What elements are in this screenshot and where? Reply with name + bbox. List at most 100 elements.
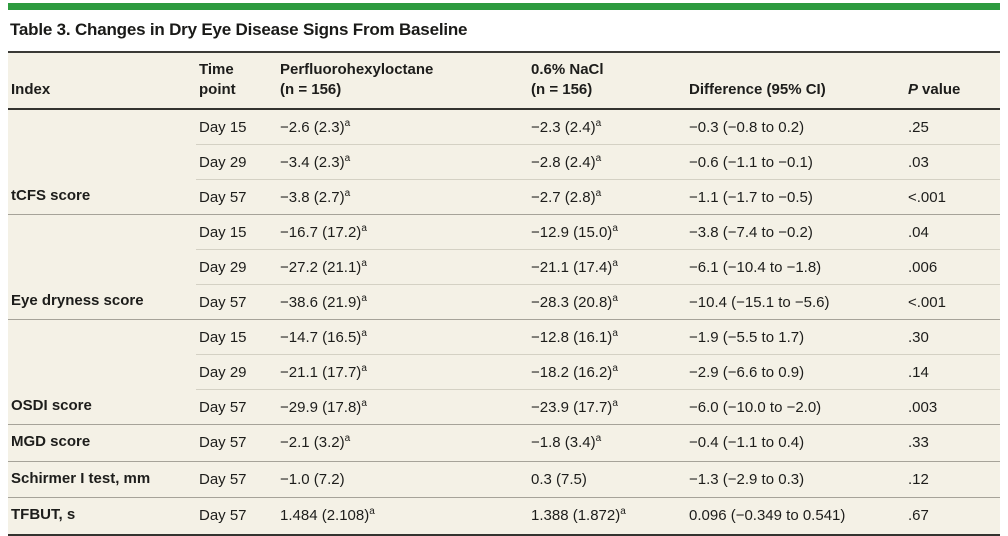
row-index-label: OSDI score [8, 319, 196, 425]
footnote-marker: a [361, 362, 367, 374]
footnote-marker: a [595, 117, 602, 129]
footnote-marker: a [361, 292, 367, 304]
time-point-cell: Day 15 [196, 214, 277, 250]
difference-cell: −2.9 (−6.6 to 0.9) [686, 354, 905, 390]
row-index-label: MGD score [8, 424, 196, 461]
time-point-cell: Day 57 [196, 424, 277, 461]
difference-cell: −10.4 (−15.1 to −5.6) [686, 284, 905, 320]
pfho-value-cell: −2.6 (2.3)a [280, 117, 351, 136]
table-row: tCFS score Day 15 −2.6 (2.3)a −2.3 (2.4)a −0… [8, 109, 1000, 204]
p-value-cell: .03 [905, 144, 1000, 180]
footnote-marker: a [344, 433, 351, 445]
nacl-value-cell: −28.3 (20.8)a [528, 284, 686, 320]
pfho-value-cell: −16.7 (17.2)a [277, 214, 528, 250]
col-header-index: Index [8, 53, 196, 110]
table-header: Index Time point Perfluorohexyloctane (n… [8, 53, 1000, 110]
col-header-nacl: 0.6% NaCl (n = 156) [528, 53, 686, 110]
accent-bar [8, 3, 1000, 10]
time-point-cell: Day 57 [196, 497, 277, 536]
table-row: Day 29 −27.2 (21.1)a −21.1 (17.4)a −6.1 (−1… [8, 249, 1000, 285]
difference-cell: −6.1 (−10.4 to −1.8) [686, 249, 905, 285]
table-row: Day 57 −38.6 (21.9)a −28.3 (20.8)a −10.4 (−… [8, 284, 1000, 320]
nacl-value-cell: −2.8 (2.4)a [528, 144, 686, 180]
nacl-value-cell: −12.9 (15.0)a [528, 214, 686, 250]
time-point-cell: Day 15 [199, 118, 247, 136]
footnote-marker: a [361, 397, 367, 409]
footnote-marker: a [612, 327, 618, 339]
pfho-value-cell: −1.0 (7.2) [277, 460, 528, 498]
col-header-perfluorohexyloctane: Perfluorohexyloctane (n = 156) [277, 53, 528, 110]
row-index-label: Schirmer I test, mm [8, 460, 196, 498]
pfho-value-cell: −21.1 (17.7)a [277, 354, 528, 390]
difference-cell: −3.8 (−7.4 to −0.2) [686, 214, 905, 250]
difference-cell: −1.9 (−5.5 to 1.7) [686, 319, 905, 355]
p-value-cell: <.001 [905, 179, 1000, 215]
table-row: Eye dryness score Day 15 −16.7 (17.2)a −12.… [8, 214, 1000, 320]
pfho-value-cell: −29.9 (17.8)a [277, 389, 528, 425]
p-value-rest: value [922, 80, 961, 98]
p-value-italic-p: P [908, 80, 919, 98]
table-row: Day 57 −3.8 (2.7)a −2.7 (2.8)a −1.1 (−1.7 t… [8, 179, 1000, 215]
row-index-label: TFBUT, s [8, 497, 196, 536]
p-value-cell: .04 [905, 214, 1000, 250]
p-value-cell: .006 [905, 249, 1000, 285]
footnote-marker: a [361, 327, 367, 339]
table-row: MGD score Day 57 −2.1 (3.2)a −1.8 (3.4)a −0.… [8, 424, 1000, 461]
pfho-value-cell: −3.4 (2.3)a [277, 144, 528, 180]
p-value-cell: .14 [905, 354, 1000, 390]
pfho-value-cell: −27.2 (21.1)a [277, 249, 528, 285]
footnote-marker: a [612, 397, 618, 409]
pfho-value-cell: −2.1 (3.2)a [277, 424, 528, 461]
data-table: Index Time point Perfluorohexyloctane (n… [8, 53, 1000, 536]
header-row: Index Time point Perfluorohexyloctane (n… [8, 53, 1000, 110]
p-value-cell: .67 [905, 497, 1000, 536]
difference-cell: −1.3 (−2.9 to 0.3) [686, 460, 905, 498]
time-point-cell: Day 57 [196, 460, 277, 498]
page: Table 3. Changes in Dry Eye Disease Sign… [0, 3, 1008, 536]
difference-cell: −0.4 (−1.1 to 0.4) [686, 424, 905, 461]
nacl-value-cell: −1.8 (3.4)a [528, 424, 686, 461]
footnote-marker: a [612, 362, 618, 374]
difference-cell: 0.096 (−0.349 to 0.541) [686, 497, 905, 536]
nacl-value-cell: −2.7 (2.8)a [528, 179, 686, 215]
p-value-cell: .30 [905, 319, 1000, 355]
table-row: Day 29 −21.1 (17.7)a −18.2 (16.2)a −2.9 (−6… [8, 354, 1000, 390]
p-value-cell: .003 [905, 389, 1000, 425]
time-point-cell: Day 15 [196, 319, 277, 355]
title-rule [8, 51, 1000, 53]
time-point-cell: Day 29 [196, 249, 277, 285]
table-row: TFBUT, s Day 57 1.484 (2.108)a 1.388 (1.872… [8, 497, 1000, 536]
difference-cell: −1.1 (−1.7 to −0.5) [686, 179, 905, 215]
nacl-value-cell: 0.3 (7.5) [528, 460, 686, 498]
footnote-marker: a [361, 257, 367, 269]
pfho-value-cell: −38.6 (21.9)a [277, 284, 528, 320]
footnote-marker: a [595, 433, 602, 445]
pfho-value-cell: −14.7 (16.5)a [277, 319, 528, 355]
col-header-time-point: Time point [196, 53, 277, 110]
footnote-marker: a [612, 222, 618, 234]
footnote-marker: a [612, 292, 618, 304]
p-value-cell: .25 [908, 118, 929, 136]
nacl-value-cell: −18.2 (16.2)a [528, 354, 686, 390]
table-row: Schirmer I test, mm Day 57 −1.0 (7.2) 0.3 (… [8, 460, 1000, 498]
p-value-cell: .33 [905, 424, 1000, 461]
pfho-value-cell: −3.8 (2.7)a [277, 179, 528, 215]
p-value-cell: .12 [905, 460, 1000, 498]
nacl-value-cell: −2.3 (2.4)a [531, 117, 602, 136]
time-point-cell: Day 57 [196, 389, 277, 425]
table-title: Table 3. Changes in Dry Eye Disease Sign… [10, 20, 468, 39]
time-point-cell: Day 57 [196, 179, 277, 215]
footnote-marker: a [361, 222, 367, 234]
time-point-cell: Day 57 [196, 284, 277, 320]
row-index-label: Eye dryness score [8, 214, 196, 320]
footnote-marker: a [369, 506, 375, 518]
footnote-marker: a [344, 152, 351, 164]
difference-cell: −6.0 (−10.0 to −2.0) [686, 389, 905, 425]
footnote-marker: a [595, 152, 602, 164]
nacl-value-cell: 1.388 (1.872)a [528, 497, 686, 536]
nacl-value-cell: −21.1 (17.4)a [528, 249, 686, 285]
table-row: Day 29 −3.4 (2.3)a −2.8 (2.4)a −0.6 (−1.1 t… [8, 144, 1000, 180]
table-row: OSDI score Day 15 −14.7 (16.5)a −12.8 (16.1… [8, 319, 1000, 425]
col-header-difference: Difference (95% CI) [686, 53, 905, 110]
